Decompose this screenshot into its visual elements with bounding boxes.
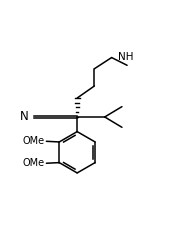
Text: OMe: OMe (23, 136, 45, 146)
Text: OMe: OMe (23, 158, 45, 168)
Text: N: N (20, 110, 29, 123)
Text: NH: NH (118, 52, 133, 62)
